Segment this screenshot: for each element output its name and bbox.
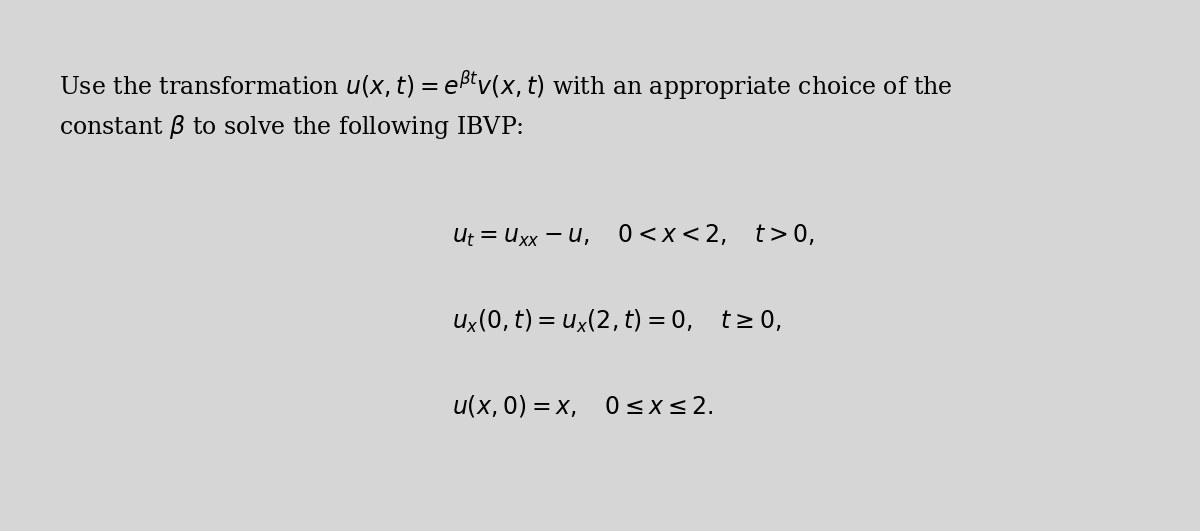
Text: $u(x, 0) = x, \quad 0 \leq x \leq 2.$: $u(x, 0) = x, \quad 0 \leq x \leq 2.$ bbox=[452, 393, 714, 419]
Text: $u_t = u_{xx} - u, \quad 0 < x < 2, \quad t > 0,$: $u_t = u_{xx} - u, \quad 0 < x < 2, \qua… bbox=[452, 223, 815, 249]
Text: $u_x(0, t) = u_x(2, t) = 0, \quad t \geq 0,$: $u_x(0, t) = u_x(2, t) = 0, \quad t \geq… bbox=[452, 308, 781, 335]
Text: Use the transformation $u(x, t) = e^{\beta t}v(x, t)$ with an appropriate choice: Use the transformation $u(x, t) = e^{\be… bbox=[60, 69, 953, 141]
